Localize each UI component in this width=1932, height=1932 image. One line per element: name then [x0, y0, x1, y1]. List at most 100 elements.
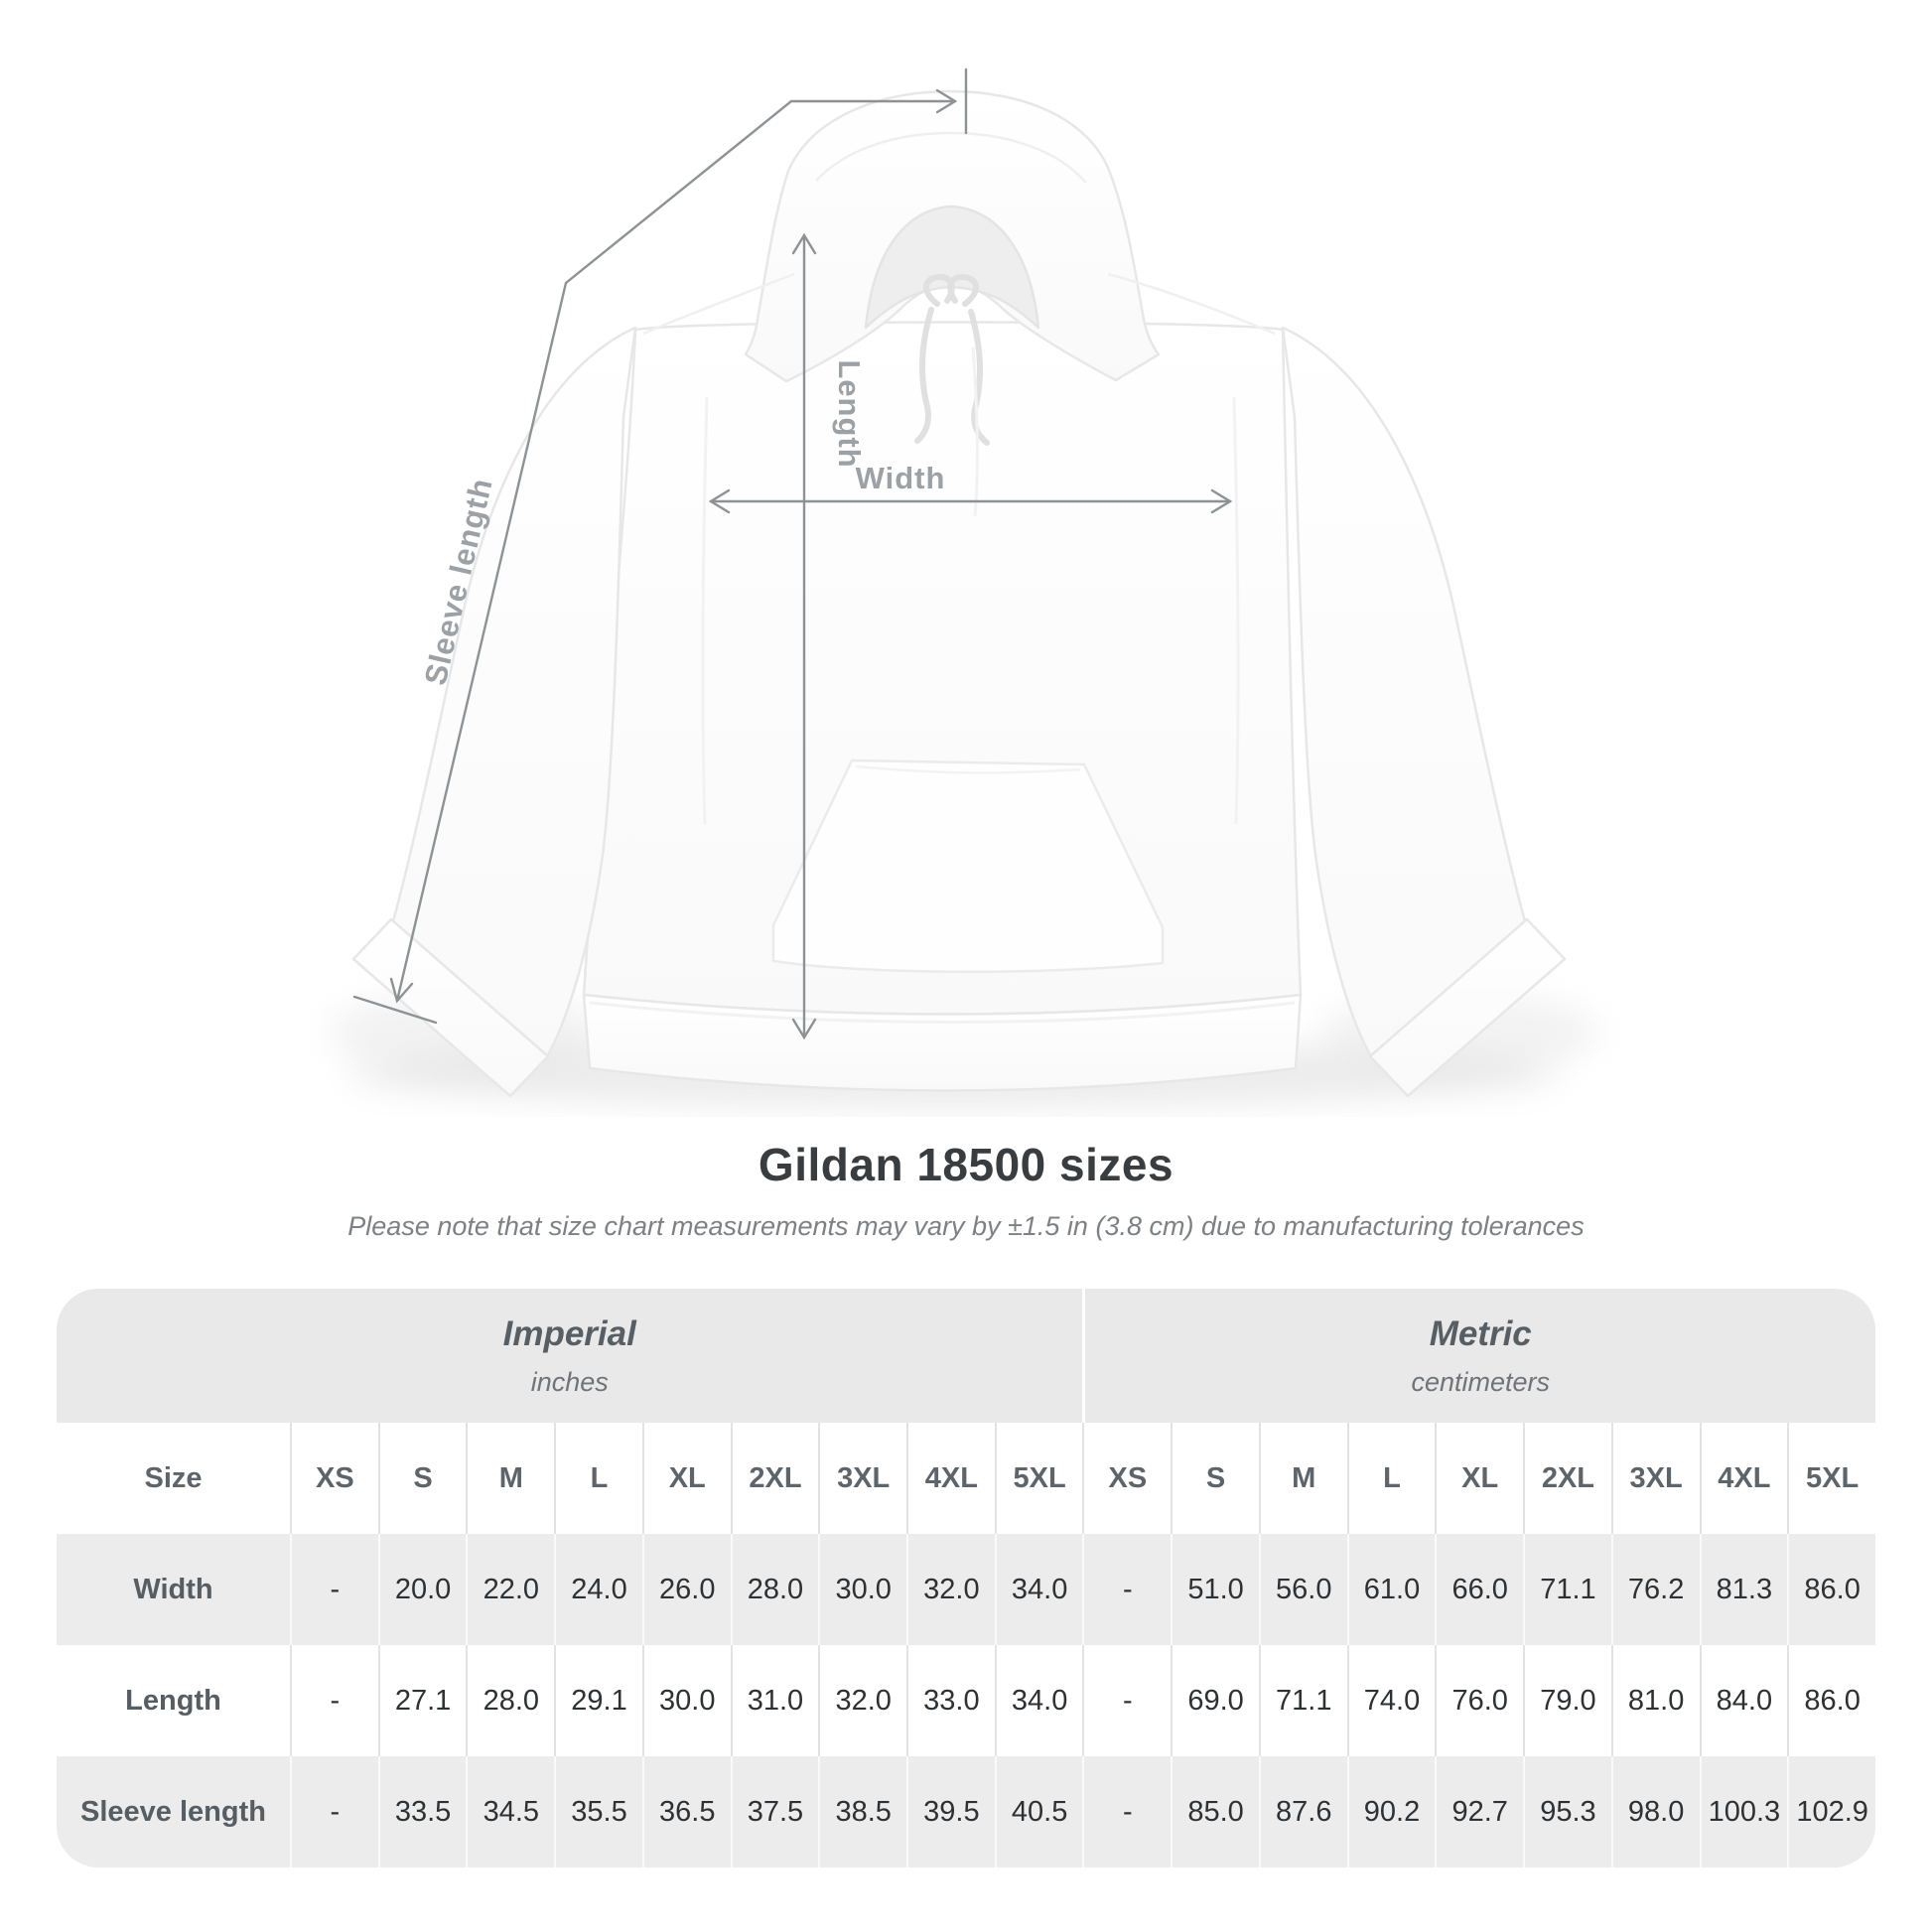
imperial-group-header: Imperial inches [57, 1289, 1083, 1423]
size-col-header: 4XL [1699, 1423, 1788, 1534]
size-col-header: XS [290, 1423, 378, 1534]
table-row-sleeve-length: Sleeve length - 33.5 34.5 35.5 36.5 37.5… [57, 1756, 1875, 1867]
value-cell: 56.0 [1258, 1534, 1347, 1645]
value-cell: - [1082, 1756, 1171, 1867]
value-cell: 27.1 [377, 1645, 467, 1756]
size-col-header: M [1258, 1423, 1347, 1534]
value-cell: 71.1 [1523, 1534, 1611, 1645]
value-cell: 34.5 [466, 1756, 554, 1867]
metric-group-unit: centimeters [1411, 1366, 1551, 1397]
sleeve-length-line [352, 68, 968, 1025]
size-col-header: M [466, 1423, 554, 1534]
size-col-header: 2XL [730, 1423, 819, 1534]
value-cell: 35.5 [554, 1756, 642, 1867]
metric-group-title: Metric [1429, 1313, 1532, 1353]
value-cell: 79.0 [1523, 1645, 1611, 1756]
value-cell: 85.0 [1171, 1756, 1259, 1867]
size-col-header: L [554, 1423, 642, 1534]
size-col-header: 5XL [1787, 1423, 1875, 1534]
size-col-header: XL [641, 1423, 731, 1534]
value-cell: 39.5 [906, 1756, 995, 1867]
value-cell: 34.0 [994, 1645, 1083, 1756]
value-cell: 102.9 [1787, 1756, 1875, 1867]
imperial-group-title: Imperial [502, 1313, 636, 1353]
size-col-header: S [1171, 1423, 1259, 1534]
value-cell: 74.0 [1346, 1645, 1436, 1756]
size-col-header: 2XL [1523, 1423, 1611, 1534]
value-cell: 51.0 [1171, 1534, 1259, 1645]
value-cell: 30.0 [818, 1534, 906, 1645]
measurement-lines [352, 68, 1233, 1040]
size-col-header: 3XL [818, 1423, 906, 1534]
value-cell: 100.3 [1699, 1756, 1788, 1867]
value-cell: 32.0 [818, 1645, 906, 1756]
length-line [791, 232, 817, 1040]
width-line [708, 488, 1233, 514]
value-cell: 20.0 [377, 1534, 467, 1645]
size-col-header: S [377, 1423, 467, 1534]
size-col-header: L [1346, 1423, 1436, 1534]
value-cell: 30.0 [641, 1645, 731, 1756]
value-cell: 28.0 [730, 1534, 819, 1645]
value-cell: 33.5 [377, 1756, 467, 1867]
value-cell: 90.2 [1346, 1756, 1436, 1867]
size-col-header: XL [1435, 1423, 1523, 1534]
value-cell: 24.0 [554, 1534, 642, 1645]
size-header-label: Size [144, 1461, 203, 1494]
value-cell: 86.0 [1787, 1645, 1875, 1756]
value-cell: 69.0 [1171, 1645, 1259, 1756]
value-cell: 84.0 [1699, 1645, 1788, 1756]
value-cell: 22.0 [466, 1534, 554, 1645]
value-cell: 87.6 [1258, 1756, 1347, 1867]
hoodie-illustration [351, 89, 1567, 1098]
value-cell: 33.0 [906, 1645, 995, 1756]
size-header-row: Size XS S M L XL 2XL 3XL 4XL 5XL XS S M … [57, 1423, 1875, 1534]
value-cell: 37.5 [730, 1756, 819, 1867]
unit-group-row: Imperial inches Metric centimeters [57, 1289, 1875, 1423]
value-cell: 38.5 [818, 1756, 906, 1867]
page-title: Gildan 18500 sizes [758, 1139, 1174, 1190]
value-cell: 29.1 [554, 1645, 642, 1756]
tolerance-note: Please note that size chart measurements… [347, 1211, 1585, 1241]
hoodie-measurement-diagram: Sleeve length Length Width [328, 68, 1598, 1108]
value-cell: 34.0 [994, 1534, 1083, 1645]
row-label: Length [125, 1684, 221, 1717]
size-table: Imperial inches Metric centimeters Size … [57, 1289, 1875, 1867]
value-cell: 81.0 [1610, 1645, 1700, 1756]
value-cell: 76.2 [1610, 1534, 1700, 1645]
value-cell: - [1082, 1645, 1171, 1756]
length-label: Length [832, 359, 867, 468]
size-col-header: 4XL [906, 1423, 995, 1534]
value-cell: - [290, 1756, 378, 1867]
value-cell: - [290, 1645, 378, 1756]
value-cell: 71.1 [1258, 1645, 1347, 1756]
value-cell: - [290, 1534, 378, 1645]
metric-group-header: Metric centimeters [1082, 1289, 1875, 1423]
size-table-panel: Imperial inches Metric centimeters Size … [57, 1289, 1875, 1867]
size-col-header: 3XL [1610, 1423, 1700, 1534]
value-cell: 40.5 [994, 1756, 1083, 1867]
width-label: Width [856, 461, 946, 495]
value-cell: 61.0 [1346, 1534, 1436, 1645]
value-cell: 28.0 [466, 1645, 554, 1756]
value-cell: 66.0 [1435, 1534, 1523, 1645]
size-col-header: XS [1082, 1423, 1171, 1534]
size-col-header: 5XL [994, 1423, 1083, 1534]
value-cell: 32.0 [906, 1534, 995, 1645]
value-cell: 95.3 [1523, 1756, 1611, 1867]
row-label: Width [133, 1573, 213, 1605]
value-cell: 92.7 [1435, 1756, 1523, 1867]
value-cell: 76.0 [1435, 1645, 1523, 1756]
value-cell: 98.0 [1610, 1756, 1700, 1867]
table-row-length: Length - 27.1 28.0 29.1 30.0 31.0 32.0 3… [57, 1645, 1875, 1756]
value-cell: 26.0 [641, 1534, 731, 1645]
heading-block: Gildan 18500 sizes Please note that size… [0, 1138, 1932, 1242]
value-cell: 31.0 [730, 1645, 819, 1756]
imperial-group-unit: inches [530, 1366, 609, 1397]
value-cell: 86.0 [1787, 1534, 1875, 1645]
value-cell: 81.3 [1699, 1534, 1788, 1645]
table-row-width: Width - 20.0 22.0 24.0 26.0 28.0 30.0 32… [57, 1534, 1875, 1645]
value-cell: - [1082, 1534, 1171, 1645]
row-label: Sleeve length [80, 1795, 266, 1828]
